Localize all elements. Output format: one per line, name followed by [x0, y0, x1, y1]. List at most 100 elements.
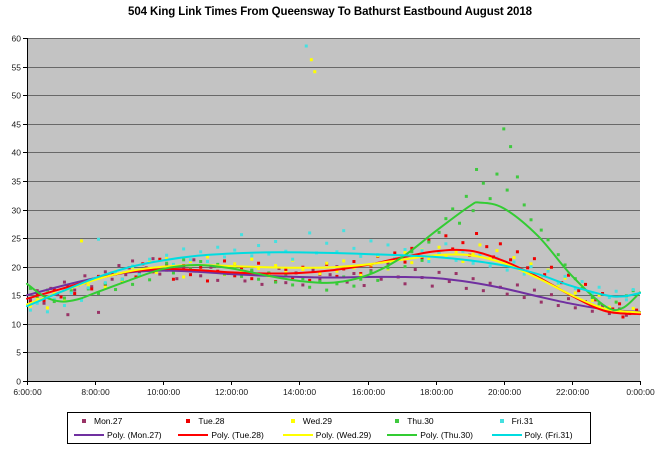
legend-item-wed-29: Wed.29 — [277, 416, 381, 426]
data-point — [393, 251, 397, 255]
data-point — [488, 197, 492, 201]
data-point — [205, 260, 209, 264]
y-axis-tick-label: 40 — [12, 148, 22, 158]
legend-line-icon — [387, 434, 418, 437]
data-point — [590, 292, 594, 296]
data-point — [257, 261, 261, 265]
data-point — [386, 243, 390, 247]
legend-row-poly: Poly. (Mon.27) Poly. (Tue.28) Poly. (Wed.2… — [68, 428, 590, 442]
data-point — [563, 274, 567, 278]
data-point — [539, 228, 543, 232]
data-point — [624, 298, 628, 302]
data-point — [313, 70, 317, 74]
data-point — [90, 285, 94, 289]
data-point — [97, 310, 101, 314]
data-point — [563, 263, 567, 267]
data-point — [28, 308, 32, 312]
data-point — [192, 258, 196, 262]
x-axis-tick-label: 6:00:00 — [13, 387, 42, 397]
x-axis-tick-label: 18:00:00 — [420, 387, 453, 397]
data-point — [240, 274, 244, 278]
data-point — [509, 145, 513, 149]
data-point — [376, 278, 380, 282]
data-point — [199, 250, 203, 254]
legend-item-thu-30: Thu.30 — [381, 416, 485, 426]
data-point — [223, 259, 227, 263]
x-axis-tick-label: 0:00:00 — [626, 387, 655, 397]
data-point — [171, 277, 175, 281]
data-point — [35, 296, 39, 300]
chart-title: 504 King Link Times From Queensway To Ba… — [128, 6, 532, 18]
data-point — [151, 257, 155, 261]
data-point — [410, 246, 414, 250]
data-point — [250, 277, 254, 281]
data-point — [546, 269, 550, 273]
data-point — [444, 254, 448, 258]
data-point — [454, 250, 458, 254]
legend-marker-icon — [186, 418, 191, 423]
data-point — [240, 266, 244, 270]
data-point — [69, 289, 73, 293]
data-point — [481, 289, 485, 293]
data-point — [556, 283, 560, 287]
data-point — [308, 231, 312, 235]
data-point — [352, 284, 356, 288]
data-point — [243, 279, 247, 283]
data-point — [427, 240, 431, 244]
data-point — [546, 238, 550, 242]
data-point — [515, 250, 519, 254]
data-point — [165, 261, 169, 265]
data-point — [447, 280, 451, 284]
data-point — [120, 277, 124, 281]
data-point — [437, 230, 441, 234]
data-point — [301, 277, 305, 281]
y-axis-tick-label: 20 — [12, 263, 22, 273]
data-point — [199, 265, 203, 269]
data-point — [509, 258, 513, 262]
data-point — [532, 288, 536, 292]
data-point — [342, 229, 346, 233]
data-point — [165, 253, 169, 257]
data-point — [267, 252, 271, 256]
data-point — [563, 276, 567, 280]
data-point — [304, 44, 308, 48]
y-axis-tick-label: 50 — [12, 91, 22, 101]
data-point — [464, 286, 468, 290]
legend-poly-label: Poly. (Wed.29) — [315, 430, 372, 441]
data-point — [274, 264, 278, 268]
data-point — [427, 260, 431, 264]
data-point — [257, 277, 261, 281]
data-point — [505, 268, 509, 272]
data-point — [549, 293, 553, 297]
data-point — [597, 293, 601, 297]
data-point — [601, 304, 605, 308]
data-point — [250, 254, 254, 258]
data-point — [475, 232, 479, 236]
data-point — [335, 269, 339, 273]
data-point — [471, 252, 475, 256]
data-point — [137, 271, 141, 275]
data-point — [69, 291, 73, 295]
x-axis-tick-label: 16:00:00 — [352, 387, 385, 397]
data-point — [437, 270, 441, 274]
data-point — [403, 260, 407, 264]
x-axis-tick-label: 22:00:00 — [556, 387, 589, 397]
data-point — [62, 280, 66, 284]
data-point — [369, 239, 373, 243]
legend-poly-label: Poly. (Thu.30) — [420, 430, 473, 441]
data-point — [131, 259, 135, 263]
data-point — [451, 247, 455, 251]
data-point — [325, 261, 329, 265]
data-point — [590, 298, 594, 302]
plot-background — [27, 38, 640, 381]
data-point — [410, 250, 414, 254]
data-point — [291, 283, 295, 287]
data-point — [614, 289, 618, 293]
legend-item-fri-31: Fri.31 — [486, 416, 590, 426]
data-point — [66, 313, 70, 317]
data-point — [62, 296, 66, 300]
data-point — [359, 277, 363, 281]
data-point — [250, 268, 254, 272]
data-point — [97, 292, 101, 296]
y-axis-tick-label: 35 — [12, 177, 22, 187]
